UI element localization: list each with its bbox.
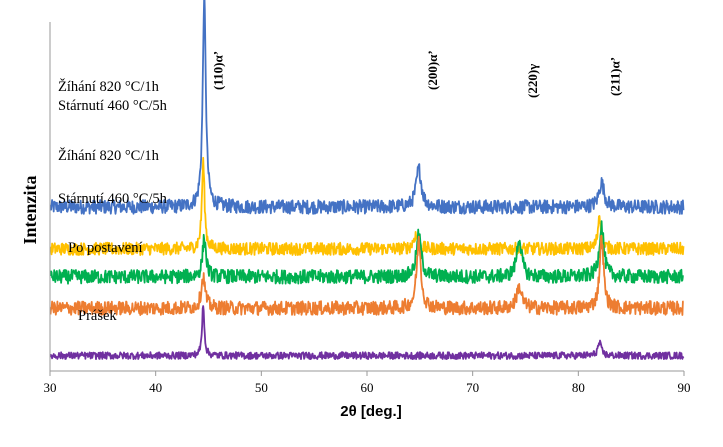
series-label-3-0: Po postavení <box>68 240 143 256</box>
series-label-2-0: Stárnutí 460 °C/5h <box>58 191 168 207</box>
series-line-1 <box>49 156 685 257</box>
peak-label-2: (220)γ <box>525 64 540 98</box>
series-label-0-0: Žíhání 820 °C/1h <box>58 78 160 95</box>
series-line-3 <box>49 234 684 317</box>
series-line-2 <box>49 220 684 285</box>
peak-label-1: (200)α’ <box>425 50 440 90</box>
series-label-4-0: Prášek <box>78 308 117 324</box>
axes-layer: 30 40 50 60 70 80 90 2θ [deg.] Intenzita <box>20 22 691 420</box>
series-label-1-0: Žíhání 820 °C/1h <box>58 147 160 164</box>
x-tick-label-3: 60 <box>361 380 374 395</box>
peak-label-3: (211)α’ <box>608 57 623 96</box>
peak-label-0: (110)α’ <box>210 51 225 90</box>
x-tick-label-6: 90 <box>678 380 691 395</box>
x-tick-label-2: 50 <box>255 380 268 395</box>
x-tick-label-1: 40 <box>149 380 162 395</box>
series-label-0-1: Stárnutí 460 °C/5h <box>58 98 168 114</box>
x-axis-title: 2θ [deg.] <box>340 403 401 420</box>
x-tick-label-5: 80 <box>572 380 585 395</box>
series-layer <box>49 0 685 361</box>
x-tick-label-4: 70 <box>466 380 479 395</box>
y-axis-title: Intenzita <box>20 176 40 245</box>
series-line-0 <box>49 0 685 215</box>
x-tick-label-0: 30 <box>44 380 57 395</box>
series-line-4 <box>49 305 685 361</box>
labels-layer: Žíhání 820 °C/1h Stárnutí 460 °C/5h Žíhání… <box>58 50 623 324</box>
